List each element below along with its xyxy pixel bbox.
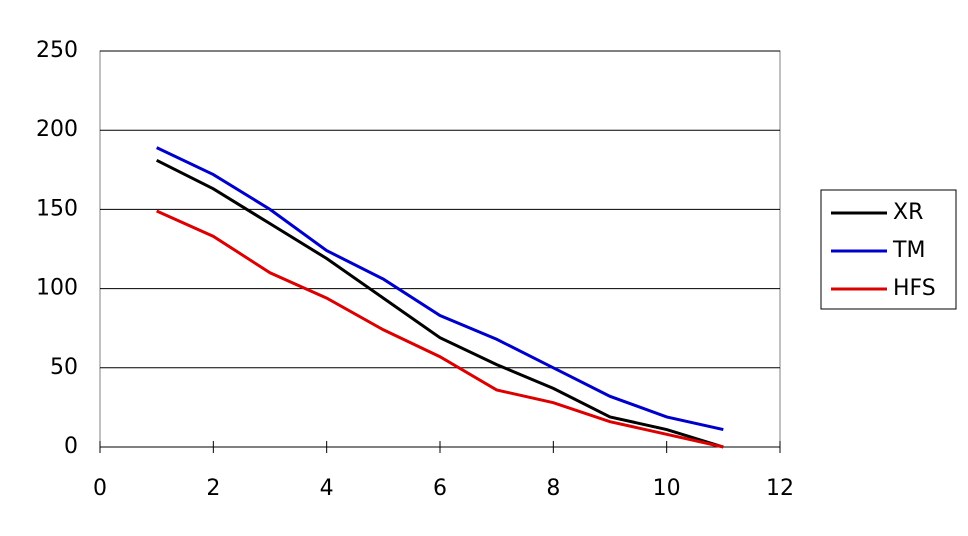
y-tick-label: 250	[36, 38, 78, 63]
series-line	[155, 158, 724, 449]
y-tick-label: 200	[36, 117, 78, 142]
y-tick-label: 50	[50, 355, 78, 380]
x-tick-label: 10	[653, 476, 681, 501]
x-tick-label: 0	[93, 476, 107, 501]
y-tick-label: 150	[36, 196, 78, 221]
legend-label: TM	[892, 238, 925, 263]
legend-label: XR	[893, 200, 923, 225]
y-tick-label: 0	[64, 434, 78, 459]
legend-label: HFS	[893, 276, 936, 301]
x-tick-label: 4	[320, 476, 334, 501]
plot-area	[99, 50, 781, 448]
y-tick-label: 100	[36, 276, 78, 301]
x-tick-label: 6	[433, 476, 447, 501]
series-line	[156, 146, 724, 432]
series-line	[156, 209, 724, 449]
x-tick-label: 2	[206, 476, 220, 501]
x-tick-label: 12	[766, 476, 794, 501]
x-tick-label: 8	[546, 476, 560, 501]
